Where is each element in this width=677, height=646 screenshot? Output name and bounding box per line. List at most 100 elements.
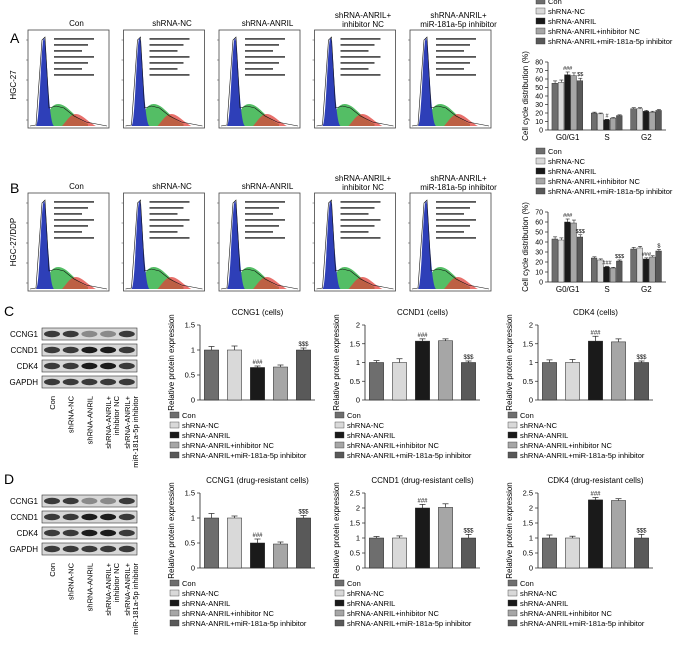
bar (227, 349, 242, 401)
significance-mark: $$$ (636, 528, 647, 534)
flow-stats-text (149, 201, 190, 203)
legend-C3-label: shRNA-NC (520, 421, 558, 430)
significance-mark: $ (657, 243, 660, 249)
legend-D3-swatch (507, 609, 518, 617)
significance-mark: $$$ (463, 528, 474, 534)
flow-g1-peak (131, 201, 150, 289)
flow-g1-peak (418, 201, 436, 289)
blot-band (81, 362, 98, 370)
legend-cc_A-swatch (535, 0, 546, 5)
legend-D3-swatch (507, 579, 518, 587)
bar (649, 111, 656, 131)
y-tick-label: 50 (535, 230, 543, 237)
flow-stats-text (54, 68, 82, 70)
flow-g2-curve (253, 277, 287, 289)
bar (588, 499, 603, 569)
bar (636, 108, 643, 131)
legend-cc_B-label: Con (548, 147, 562, 156)
y-tick-label: 1.5 (185, 321, 195, 330)
legend-cc_A-label: shRNA-ANRIL+miR-181a-5p inhibitor (548, 37, 673, 46)
flow-stats-text (245, 62, 279, 64)
legend-cc_A-swatch (535, 37, 546, 45)
legend-C1-swatch (169, 431, 180, 439)
chart-D3: CDK4 (drug-resistant cells) 0 0.5 1 1.5 2 2.5 R… (505, 476, 653, 628)
blot-band (81, 497, 98, 505)
flow-histogram-outline (220, 199, 299, 290)
flow-stats-text (245, 219, 285, 221)
blot-lane-label: shRNA-NC (67, 562, 76, 600)
legend-D1-swatch (169, 609, 180, 617)
blot-lane-label-line: Con (48, 563, 57, 577)
blot-band (118, 545, 135, 553)
bar (250, 542, 265, 569)
flow-histogram-outline (220, 36, 299, 127)
legend-cc_B-swatch (535, 147, 546, 155)
blot-lane-label-line: shRNA-NC (67, 395, 76, 433)
legend-C1-swatch (169, 451, 180, 459)
panel-letter-a: A (10, 30, 20, 46)
western-blot-d: CCNG1 CCND1 CDK4 GAPDH Con shRNA-NC shRNA-ANRI… (10, 494, 140, 635)
y-axis-label: Relative protein expression (167, 482, 176, 579)
legend-D1-label: shRNA-ANRIL+inhibitor NC (182, 609, 274, 618)
flow-title-line: shRNA-ANRIL+ (430, 174, 487, 183)
blot-band (100, 362, 117, 370)
bar (655, 250, 662, 283)
flow-stats-text (54, 62, 88, 64)
chart-title: CDK4 (drug-resistant cells) (547, 476, 643, 485)
flow-title-a-1: Con (69, 19, 84, 28)
flow-stats-text (340, 231, 369, 233)
flow-title-b-1: Con (69, 182, 84, 191)
blot-band (118, 529, 135, 537)
blot-protein-label: GAPDH (10, 545, 39, 554)
flow-stats-text (436, 201, 476, 203)
blot-lane-label-line: inhibitor NC (112, 395, 121, 435)
row-label-a: HGC-27 (9, 70, 18, 100)
legend-cc_A-label: Con (548, 0, 562, 6)
y-tick-label: 1 (191, 514, 195, 523)
panel-letter-d: D (4, 471, 14, 487)
significance-mark: # (605, 113, 609, 119)
significance-mark: ### (642, 252, 652, 258)
legend-D2-label: Con (347, 579, 361, 588)
flow-stats-text (340, 74, 381, 76)
significance-mark: ### (602, 260, 612, 266)
y-tick-label: 0.5 (350, 549, 360, 558)
flow-stats-text (149, 237, 190, 239)
flow-stats-text (149, 44, 184, 46)
blot-band (81, 529, 98, 537)
legend-cc_A-swatch (535, 7, 546, 15)
flow-title-a-5: shRNA-ANRIL+ miR-181a-5p inhibitor (420, 11, 497, 29)
flow-title-line: shRNA-ANRIL (242, 182, 294, 191)
y-tick-label: 0 (539, 128, 543, 135)
y-tick-label: 1 (529, 358, 533, 367)
blot-band (62, 330, 79, 338)
y-tick-label: 2.5 (350, 489, 360, 498)
flow-stats-text (245, 225, 279, 227)
legend-D3-label: shRNA-ANRIL+inhibitor NC (520, 609, 612, 618)
blot-band (100, 513, 117, 521)
flow-stats-text (149, 207, 184, 209)
flow-g2-curve (62, 114, 96, 126)
flow-stats-text (245, 201, 285, 203)
legend-D2-swatch (334, 609, 345, 617)
flow-histogram-outline (411, 199, 490, 290)
significance-mark: $$$ (298, 342, 309, 348)
bar (591, 257, 598, 283)
flow-stats-text (436, 44, 470, 46)
legend-C2-label: shRNA-NC (347, 421, 385, 430)
legend-D2-swatch (334, 599, 345, 607)
panel-letter-b: B (10, 180, 19, 196)
legend-D1-label: Con (182, 579, 196, 588)
blot-lane-label-line: shRNA-ANRIL (85, 396, 94, 444)
blot-lane-label-line: shRNA-ANRIL+ (123, 395, 132, 448)
significance-mark: ### (563, 213, 573, 219)
y-tick-label: 1.5 (350, 519, 360, 528)
legend-D3-swatch (507, 589, 518, 597)
legend-C1-label: shRNA-ANRIL+miR-181a-5p inhibitor (182, 451, 307, 460)
legend-cc_A-label: shRNA-NC (548, 7, 586, 16)
bar (392, 362, 407, 401)
bar (588, 340, 603, 401)
legend-C1-swatch (169, 421, 180, 429)
blot-band (118, 378, 135, 386)
